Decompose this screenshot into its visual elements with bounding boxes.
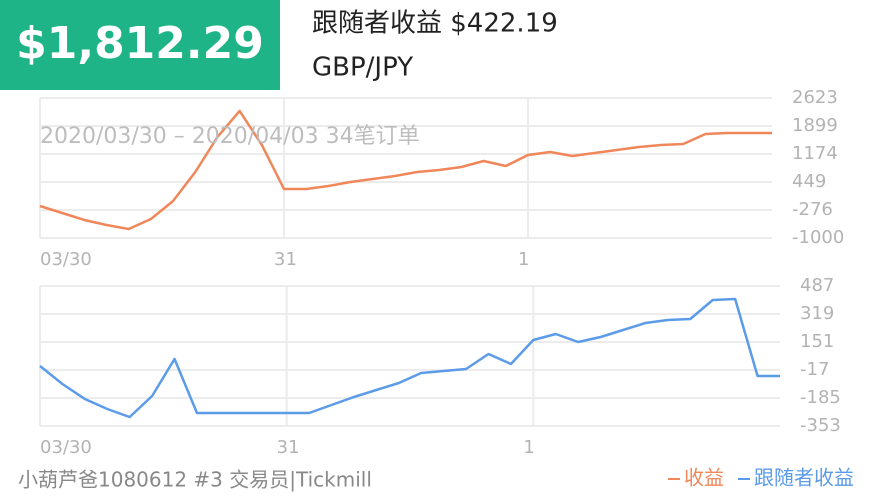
y-tick-label: -276 bbox=[792, 199, 833, 220]
y-tick-label: 449 bbox=[792, 171, 826, 192]
legend-entry: 收益 bbox=[684, 466, 724, 490]
plots: -1000 -276 449 1174 1899 2623 03/30 31 1 -353 -185… bbox=[39, 87, 844, 458]
y-tick-label: -17 bbox=[800, 359, 829, 380]
y-tick-label: -185 bbox=[800, 387, 841, 408]
y-tick-label: 487 bbox=[800, 275, 834, 296]
y-tick-label: 319 bbox=[800, 303, 834, 324]
subtitle: 2020/03/30 – 2020/04/03 34笔订单 bbox=[40, 124, 420, 149]
footer: 小葫芦爸1080612 #3 交易员|Tickmill bbox=[18, 468, 372, 492]
line-series bbox=[39, 109, 772, 231]
title: 跟随者收益 $422.19 bbox=[312, 9, 558, 39]
x-tick-label: 31 bbox=[274, 249, 297, 270]
y-tick-label: 2623 bbox=[792, 87, 838, 108]
x-tick-label: 1 bbox=[523, 437, 534, 458]
legend-entry: 跟随者收益 bbox=[754, 466, 854, 490]
y-tick-label: 1174 bbox=[792, 143, 838, 164]
y-tick-label: -1000 bbox=[792, 227, 844, 248]
x-tick-label: 03/30 bbox=[40, 249, 92, 270]
line-series bbox=[39, 297, 780, 419]
x-tick-label: 03/30 bbox=[40, 437, 92, 458]
y-tick-label: -353 bbox=[800, 415, 841, 436]
x-tick-label: 31 bbox=[277, 437, 300, 458]
amount: $1,812.29 bbox=[16, 18, 264, 69]
symbol: GBP/JPY bbox=[312, 53, 413, 83]
y-tick-label: 151 bbox=[800, 331, 834, 352]
amount-box bbox=[0, 0, 280, 90]
x-tick-label: 1 bbox=[518, 249, 529, 270]
y-tick-label: 1899 bbox=[792, 115, 838, 136]
